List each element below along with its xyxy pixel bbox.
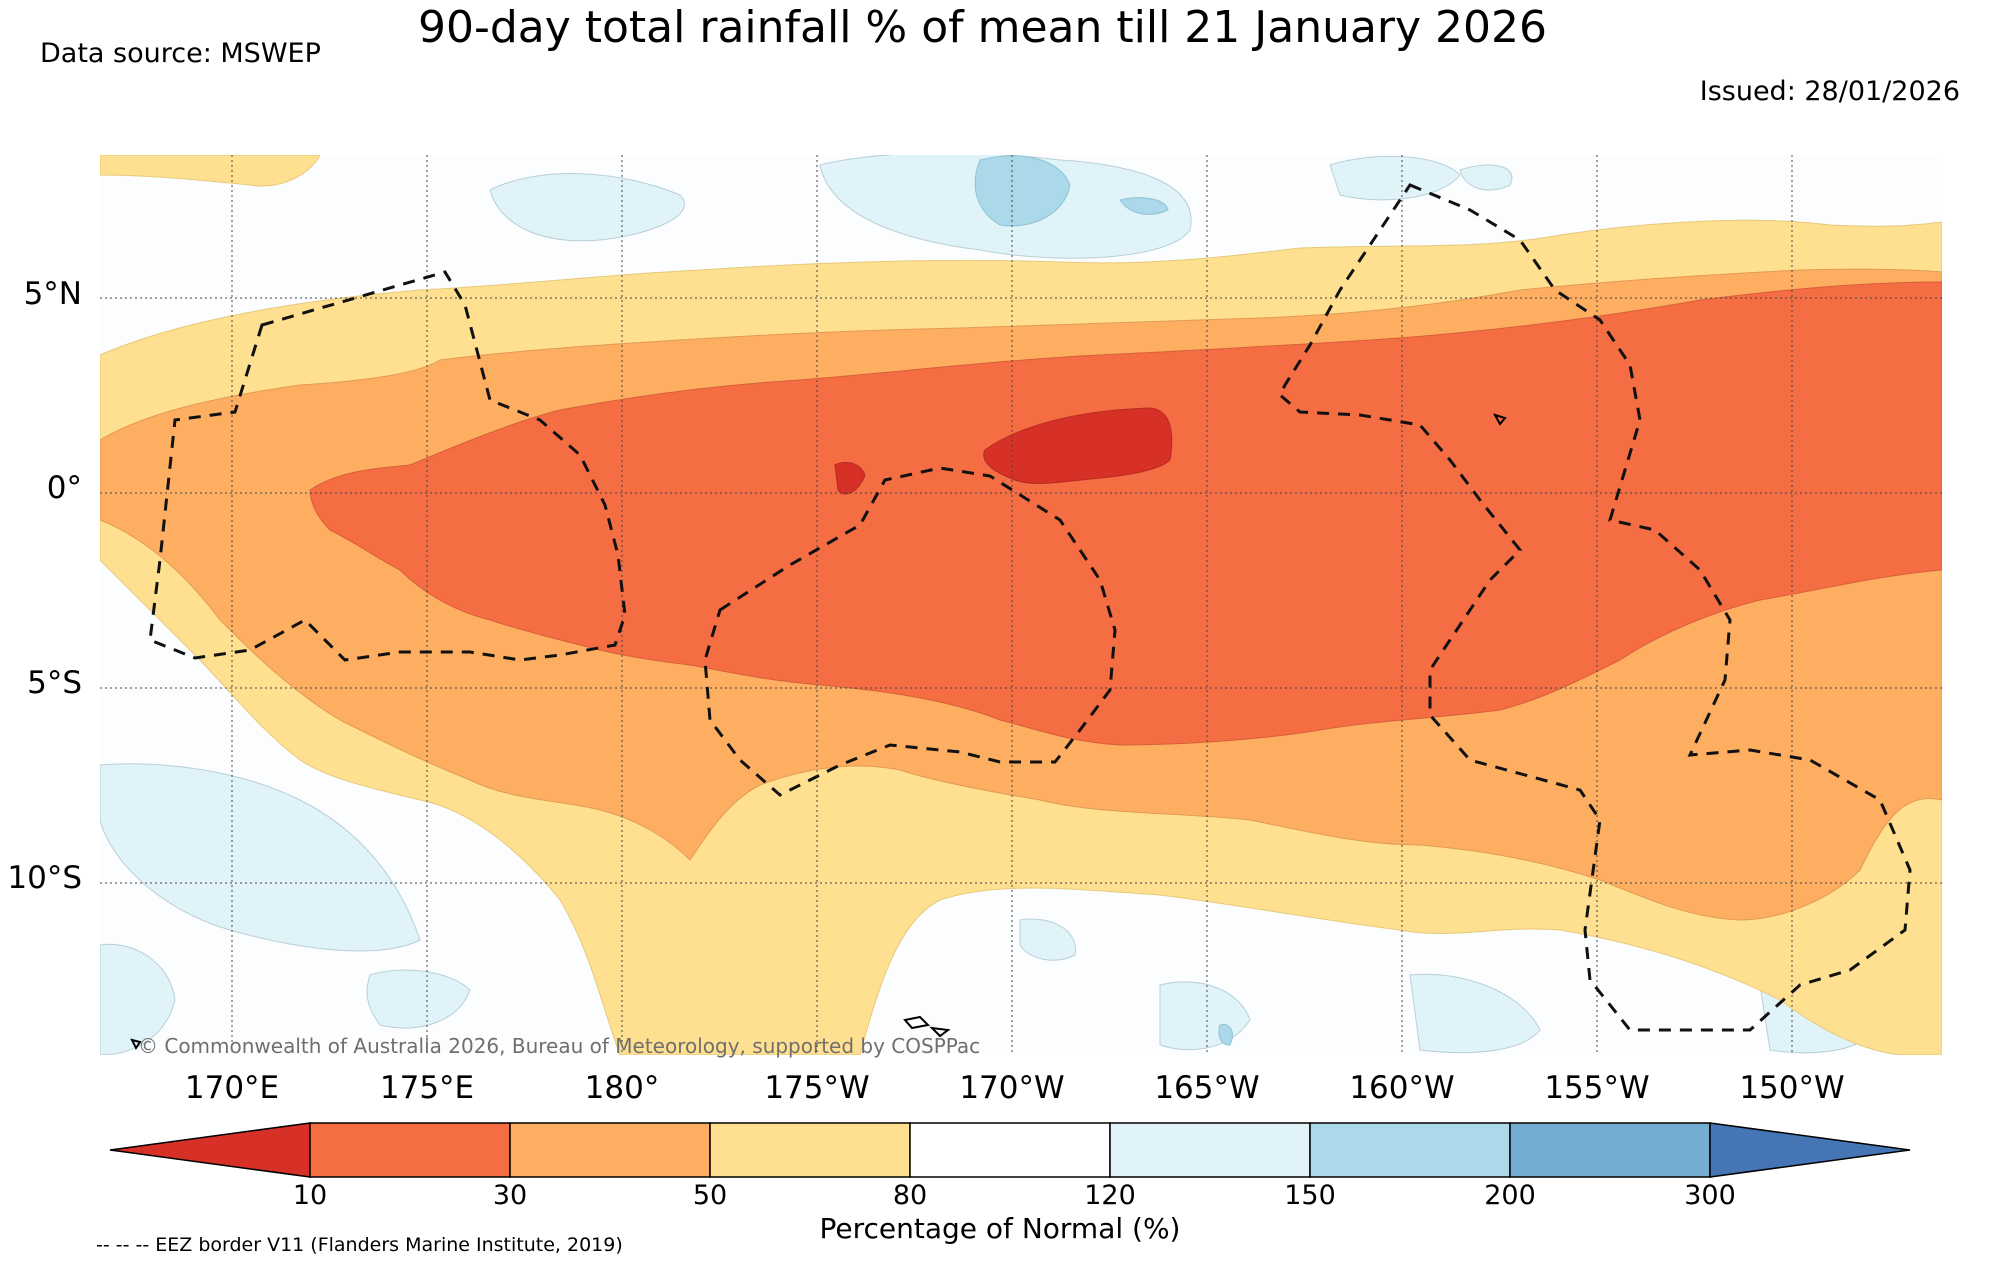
lon-label-155w: 155°W (1544, 1070, 1650, 1106)
islands (130, 413, 1507, 1050)
lat-label-5n: 5°N (23, 276, 82, 312)
colorbar-bin-80-120 (909, 1122, 1111, 1178)
colorbar-label: Percentage of Normal (%) (819, 1212, 1181, 1245)
lat-label-0: 0° (46, 470, 82, 506)
lat-label-5s: 5°S (27, 665, 82, 701)
copyright-credit: © Commonwealth of Australia 2026, Bureau… (138, 1034, 981, 1058)
below-normal-30 (309, 281, 1942, 746)
lon-label-160w: 160°W (1349, 1070, 1455, 1106)
colorbar-tick: 200 (1484, 1180, 1536, 1211)
data-source: Data source: MSWEP (40, 38, 321, 69)
colorbar-tick: 50 (692, 1180, 728, 1211)
lon-label-180: 180° (584, 1070, 660, 1106)
lon-label-170e: 170°E (184, 1070, 280, 1106)
lon-label-150w: 150°W (1739, 1070, 1845, 1106)
colorbar-tick: 300 (1684, 1180, 1736, 1211)
colorbar-tick: 120 (1084, 1180, 1136, 1211)
lon-label-165w: 165°W (1154, 1070, 1260, 1106)
eez-legend-note: -- -- -- EEZ border V11 (Flanders Marine… (96, 1234, 623, 1256)
colorbar-extend-low (109, 1122, 311, 1178)
graticule (100, 155, 1942, 1055)
below-normal-80-north (100, 155, 321, 187)
colorbar-bin-50-80 (709, 1122, 911, 1178)
colorbar-bin-120-150 (1109, 1122, 1311, 1178)
colorbar-tick: 80 (892, 1180, 928, 1211)
colorbar-bin-150-200 (1309, 1122, 1511, 1178)
colorbar-extend-high (1709, 1122, 1911, 1178)
lon-label-175e: 175°E (379, 1070, 475, 1106)
map-area (100, 155, 1942, 1055)
colorbar-bin-30-50 (509, 1122, 711, 1178)
lon-label-175w: 175°W (764, 1070, 870, 1106)
colorbar-tick: 30 (492, 1180, 528, 1211)
wetter-patches (974, 155, 1233, 1046)
map-title: 90-day total rainfall % of mean till 21 … (417, 2, 1548, 53)
lon-label-170w: 170°W (959, 1070, 1065, 1106)
colorbar-tick: 10 (292, 1180, 328, 1211)
below-normal-10-small (834, 462, 866, 495)
colorbar (109, 1122, 1911, 1178)
below-normal-10 (983, 407, 1173, 484)
lat-label-10s: 10°S (7, 860, 82, 896)
colorbar-tick: 150 (1284, 1180, 1336, 1211)
colorbar-bin-10-30 (309, 1122, 511, 1178)
issued-date: Issued: 28/01/2026 (1699, 76, 1960, 107)
colorbar-bin-200-300 (1509, 1122, 1711, 1178)
eez-borders (148, 183, 1912, 1032)
